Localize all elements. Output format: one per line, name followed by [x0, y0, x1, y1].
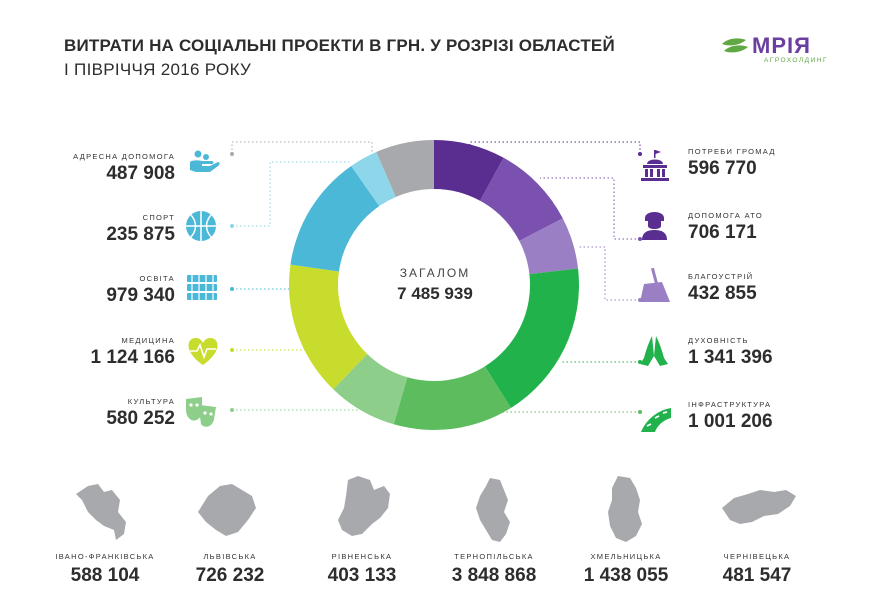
khmelnytskyi-map-icon: [608, 476, 642, 542]
legend-potreby-gromad: ПОТРЕБИ ГРОМАД 596 770: [688, 147, 848, 180]
logo-tagline: АГРОХОЛДИНГ: [764, 57, 828, 64]
region-value: 403 133: [327, 565, 397, 586]
legend-value: 979 340: [106, 285, 175, 306]
region-value: 726 232: [195, 565, 265, 586]
lviv-map-icon: [198, 484, 256, 536]
donut-slice-3: [519, 218, 579, 275]
legend-label: ОСВІТА: [139, 274, 175, 283]
legend-value: 235 875: [106, 224, 175, 245]
broom-icon: [640, 267, 670, 302]
connector-blagoustriy: [577, 246, 640, 301]
donut-slice-4: [484, 268, 579, 408]
region-name: РІВНЕНСЬКА: [331, 552, 393, 561]
legend-value: 487 908: [106, 163, 175, 184]
legend-medytsyna: МЕДИЦИНА 1 124 166: [5, 336, 175, 369]
donut-slice-5: [393, 366, 511, 430]
legend-label: КУЛЬТУРА: [127, 397, 175, 406]
logo: МРІЯ: [752, 33, 811, 58]
ball-icon: [186, 211, 216, 241]
legend-label: МЕДИЦИНА: [121, 336, 175, 345]
legend-value: 706 171: [688, 222, 757, 243]
donut-slice-1: [434, 140, 504, 201]
legend-sport: СПОРТ 235 875: [5, 213, 175, 246]
region-value: 3 848 868: [451, 565, 537, 586]
legend-value: 432 855: [688, 283, 757, 304]
legend-value: 1 001 206: [688, 411, 773, 432]
region-name: ЛЬВІВСЬКА: [203, 552, 257, 561]
donut-slice-2: [480, 157, 563, 241]
rivne-map-icon: [338, 476, 390, 536]
legend-value: 1 124 166: [90, 347, 175, 368]
page-subtitle: І ПІВРІЧЧЯ 2016 РОКУ: [64, 60, 252, 79]
legend-osvita: ОСВІТА 979 340: [5, 274, 175, 307]
donut-slice-9: [351, 151, 396, 207]
total-value: 7 485 939: [397, 284, 473, 303]
region-rivne: РІВНЕНСЬКА 403 133: [292, 552, 432, 587]
heart-pulse-icon: [188, 338, 218, 365]
donut-slice-8: [290, 165, 380, 272]
road-icon: [641, 408, 671, 432]
legend-label: ДОПОМОГА АТО: [688, 211, 763, 220]
chernivtsi-map-icon: [722, 490, 796, 524]
region-lviv: ЛЬВІВСЬКА 726 232: [160, 552, 300, 587]
region-ivano-frankivsk: ІВАНО-ФРАНКІВСЬКА 588 104: [35, 552, 175, 587]
page-title: ВИТРАТИ НА СОЦІАЛЬНІ ПРОЕКТИ В ГРН. У РО…: [64, 36, 615, 55]
praying-hands-icon: [640, 336, 668, 366]
connector-ato: [540, 177, 640, 240]
donut-slice-10: [376, 140, 434, 197]
soldier-icon: [642, 212, 667, 240]
legend-blagoustriy: БЛАГОУСТРІЙ 432 855: [688, 272, 848, 305]
legend-value: 580 252: [106, 408, 175, 429]
region-name: ТЕРНОПІЛЬСЬКА: [454, 552, 534, 561]
donut-slice-6: [333, 354, 408, 425]
donut-slice-7: [289, 264, 368, 390]
legend-label: ДУХОВНІСТЬ: [688, 336, 749, 345]
region-value: 1 438 055: [583, 565, 669, 586]
legend-dukhovnist: ДУХОВНІСТЬ 1 341 396: [688, 336, 848, 369]
region-ternopil: ТЕРНОПІЛЬСЬКА 3 848 868: [424, 552, 564, 587]
region-value: 588 104: [70, 565, 140, 586]
region-value: 481 547: [722, 565, 792, 586]
legend-value: 1 341 396: [688, 347, 773, 368]
region-khmelnytskyi: ХМЕЛЬНИЦЬКА 1 438 055: [556, 552, 696, 587]
connector-adresna: [231, 141, 373, 160]
helping-hands-icon: [190, 150, 220, 172]
legend-label: ПОТРЕБИ ГРОМАД: [688, 147, 776, 156]
legend-value: 596 770: [688, 158, 757, 179]
legend-label: ІНФРАСТРУКТУРА: [688, 400, 772, 409]
legend-adresna-dopomoga: АДРЕСНА ДОПОМОГА 487 908: [5, 152, 175, 185]
legend-label: СПОРТ: [142, 213, 175, 222]
government-building-icon: [641, 150, 669, 181]
legend-infrastruktura: ІНФРАСТРУКТУРА 1 001 206: [688, 400, 848, 433]
legend-label: АДРЕСНА ДОПОМОГА: [73, 152, 175, 161]
legend-kultura: КУЛЬТУРА 580 252: [5, 397, 175, 430]
total-label: ЗАГАЛОМ: [399, 266, 471, 280]
region-name: ІВАНО-ФРАНКІВСЬКА: [55, 552, 155, 561]
theatre-masks-icon: [186, 397, 216, 427]
books-icon: [187, 275, 217, 300]
legend-label: БЛАГОУСТРІЙ: [688, 272, 754, 281]
legend-dopomoga-ato: ДОПОМОГА АТО 706 171: [688, 211, 848, 244]
ternopil-map-icon: [476, 478, 510, 542]
ivano-frankivsk-map-icon: [76, 484, 126, 540]
region-name: ЧЕРНІВЕЦЬКА: [723, 552, 791, 561]
region-name: ХМЕЛЬНИЦЬКА: [590, 552, 662, 561]
region-chernivtsi: ЧЕРНІВЕЦЬКА 481 547: [687, 552, 827, 587]
